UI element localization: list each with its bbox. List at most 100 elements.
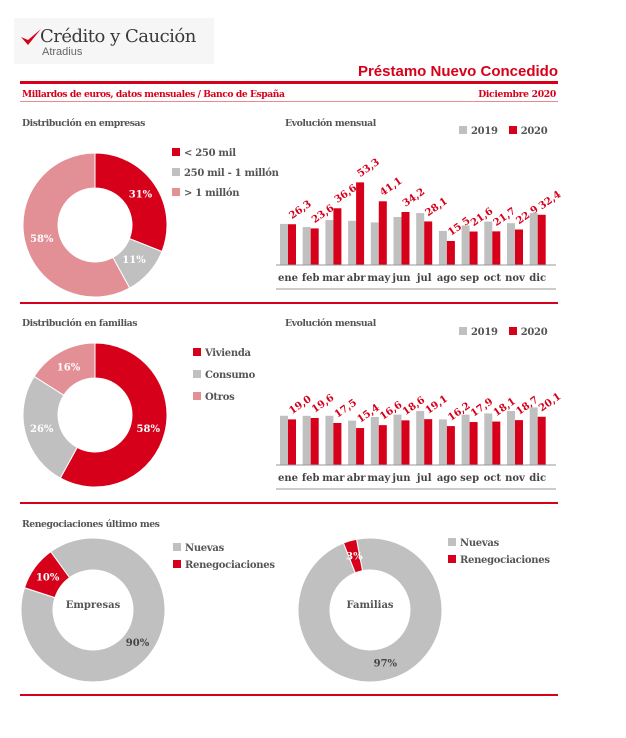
legend-item: Consumo [193, 370, 255, 381]
x-tick-label: jun [391, 473, 411, 484]
donut-slice [20, 537, 166, 683]
section-title-renegociaciones: Renegociaciones último mes [22, 519, 160, 530]
bar-2020-jul [424, 419, 433, 465]
bar-2020-mar [333, 208, 342, 265]
bar-2019-nov [507, 223, 515, 265]
bar-2020-oct [492, 231, 501, 265]
legend-reneg-familias: Nuevas Renegociaciones [448, 538, 550, 566]
bar-chart-evolucion-empresas: 26,323,636,653,341,134,228,115,521,621,7… [276, 157, 562, 290]
x-tick-label: dic [529, 273, 546, 284]
logo-background [14, 18, 214, 64]
bar-2019-abr [348, 220, 357, 265]
legend-swatch [172, 148, 180, 156]
x-tick-label: oct [484, 473, 502, 484]
units-source-label: Millardos de euros, datos mensuales / Ba… [22, 89, 285, 100]
section-title-evolucion-familias: Evolución mensual [285, 318, 376, 329]
bar-2020-abr [356, 182, 365, 265]
bar-2020-dic [537, 416, 546, 465]
x-tick-label: feb [302, 473, 320, 484]
bar-2019-may [370, 417, 379, 465]
bar-data-label: 41,1 [378, 176, 404, 199]
x-tick-label: abr [347, 473, 366, 484]
x-tick-label: mar [322, 273, 345, 284]
donut-slice-label: 10% [36, 573, 60, 584]
bar-2020-sep [469, 231, 478, 265]
donut-slice-label: 26% [30, 424, 54, 435]
bar-2019-dic [529, 213, 538, 265]
donut-slice [22, 152, 131, 298]
x-tick-label: feb [302, 273, 320, 284]
bar-2019-jun [393, 414, 402, 465]
x-tick-label: sep [460, 473, 479, 484]
bar-2020-may [378, 425, 387, 465]
section-title-empresas: Distribución en empresas [22, 118, 145, 129]
donut-slice-label: 11% [122, 255, 146, 266]
donut-slice [342, 538, 364, 574]
x-tick-label: abr [347, 273, 366, 284]
legend-familias: Vivienda Consumo Otros [193, 348, 255, 403]
bar-data-label: 20,1 [537, 391, 562, 414]
donut-center-label: Empresas [66, 600, 121, 611]
legend-evolucion-familias: 2019 2020 [459, 320, 548, 339]
legend-item: Nuevas [173, 543, 275, 554]
x-tick-label: jul [416, 273, 432, 284]
legend-item: 250 mil - 1 millón [172, 168, 279, 179]
donut-center-label: Familias [346, 600, 393, 611]
legend-reneg-empresas: Nuevas Renegociaciones [173, 543, 275, 571]
section-divider [20, 502, 558, 504]
x-tick-label: dic [529, 473, 546, 484]
donut-slice [59, 342, 168, 488]
x-tick-label: jun [391, 273, 411, 284]
legend-item: Otros [193, 392, 255, 403]
legend-item: Vivienda [193, 348, 255, 359]
bar-2019-feb [302, 227, 311, 265]
x-tick-label: ago [437, 473, 457, 484]
bar-2020-nov [515, 420, 523, 465]
bar-2019-sep [461, 225, 470, 265]
bar-2020-feb [310, 417, 319, 465]
bar-2019-ago [438, 230, 447, 265]
bar-2019-ene [280, 415, 288, 465]
x-tick-label: sep [460, 273, 479, 284]
report-title: Préstamo Nuevo Concedido [357, 63, 558, 80]
x-tick-label: nov [505, 473, 526, 484]
bar-2020-jul [424, 221, 433, 265]
x-tick-label: ene [278, 473, 298, 484]
x-tick-label: ene [278, 273, 298, 284]
bar-2020-sep [469, 422, 478, 465]
x-tick-label: jul [416, 473, 432, 484]
logo-subtitle: Atradius [42, 46, 83, 58]
bar-data-label: 32,4 [537, 189, 562, 212]
bar-2020-jun [401, 420, 410, 465]
x-tick-label: ago [437, 273, 457, 284]
bar-data-label: 26,3 [287, 199, 313, 222]
subtitle-divider [20, 101, 558, 102]
donut-slice-label: 16% [57, 362, 81, 373]
bar-2020-mar [333, 423, 342, 465]
legend-swatch [172, 168, 180, 176]
bar-2019-may [370, 222, 379, 265]
bar-data-label: 34,2 [401, 186, 427, 209]
legend-item-2019: 2019 [459, 327, 498, 338]
report-date: Diciembre 2020 [478, 89, 556, 100]
bar-data-label: 53,3 [356, 157, 382, 180]
bar-2020-ene [288, 419, 296, 465]
bar-2020-may [378, 201, 387, 265]
bar-2020-nov [515, 229, 523, 265]
bar-2019-jun [393, 216, 402, 265]
legend-empresas: < 250 mil 250 mil - 1 millón > 1 millón [172, 148, 279, 199]
bar-2019-nov [507, 411, 515, 465]
header-divider [20, 81, 558, 84]
x-tick-label: may [367, 273, 391, 284]
bar-2020-dic [537, 214, 546, 265]
legend-item: > 1 millón [172, 188, 279, 199]
bar-chart-evolucion-familias: 19,019,617,515,416,618,619,116,217,918,1… [276, 391, 562, 490]
bar-2019-sep [461, 414, 470, 465]
bar-2020-oct [492, 421, 501, 465]
legend-item: Renegociaciones [173, 560, 275, 571]
bar-2020-ene [288, 224, 296, 265]
section-title-evolucion-empresas: Evolución mensual [285, 118, 376, 129]
bar-2020-abr [356, 428, 365, 465]
donut-slice-label: 31% [129, 190, 153, 201]
bar-2020-feb [310, 228, 319, 265]
